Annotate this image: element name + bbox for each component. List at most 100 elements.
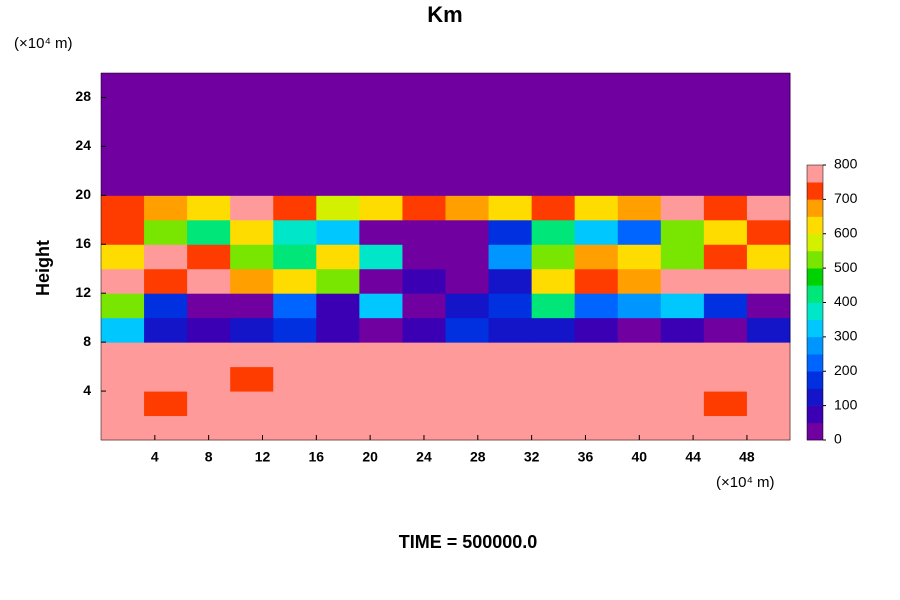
field-cell [144, 366, 188, 392]
field-cell [488, 342, 533, 368]
field-cell [359, 73, 403, 98]
field-cell [617, 366, 662, 392]
field-cell [574, 97, 619, 123]
field-cell [230, 146, 274, 172]
field-cell [230, 391, 274, 417]
field-cell [574, 195, 619, 221]
field-cell [746, 195, 791, 221]
field-cell [445, 73, 490, 98]
colorbar-tick-label: 600 [834, 224, 858, 240]
field-cell [660, 244, 705, 270]
field-cell [488, 268, 533, 294]
y-unit: (×10⁴ m) [14, 35, 73, 52]
field-cell [574, 293, 619, 319]
field-cell [230, 170, 274, 196]
field-cell [144, 268, 188, 294]
field-cell [703, 97, 748, 123]
colorbar-band [807, 371, 823, 389]
field-cell [703, 244, 748, 270]
field-cell [617, 244, 662, 270]
field-cell [703, 219, 748, 245]
field-cell [445, 366, 490, 392]
field-cell [316, 73, 360, 98]
field-cell [445, 268, 490, 294]
field-cell [402, 146, 446, 172]
field-cell [144, 219, 188, 245]
field-cell [230, 244, 274, 270]
field-cell [187, 97, 231, 123]
field-cell [660, 391, 705, 417]
x-tick-label: 44 [685, 449, 701, 465]
field-cell [660, 97, 705, 123]
field-cell [230, 317, 274, 343]
field-cell [144, 195, 188, 221]
field-cell [230, 73, 274, 98]
field-cell [402, 366, 446, 392]
colorbar-tick-label: 400 [834, 293, 858, 309]
field-cell [359, 415, 403, 441]
field-cell [316, 146, 360, 172]
colorbar-tick-label: 200 [834, 362, 858, 378]
field-cell [746, 244, 791, 270]
field-cell [660, 268, 705, 294]
field-cell [746, 121, 791, 147]
field-cell [531, 170, 576, 196]
field-cell [144, 170, 188, 196]
field-cell [445, 146, 490, 172]
field-cell [316, 342, 360, 368]
field-cell [445, 342, 490, 368]
field-cell [488, 97, 533, 123]
field-cell [531, 146, 576, 172]
field-cell [316, 317, 360, 343]
field-cell [273, 121, 317, 147]
field-cell [574, 415, 619, 441]
x-unit: (×10⁴ m) [716, 474, 775, 491]
field-cell [703, 391, 748, 417]
colorbar-band [807, 165, 823, 183]
x-tick-label: 12 [255, 449, 271, 465]
field-cell [273, 244, 317, 270]
field-cell [144, 73, 188, 98]
field-cell [660, 170, 705, 196]
field-cell [316, 121, 360, 147]
field-cell [746, 146, 791, 172]
field-cell [746, 366, 791, 392]
field-cell [531, 195, 576, 221]
field-cell [617, 121, 662, 147]
field-cell [617, 146, 662, 172]
field-cell [617, 170, 662, 196]
field-cell [187, 317, 231, 343]
field-cell [230, 366, 274, 392]
field-cell [703, 415, 748, 441]
time-label: TIME = 500000.0 [399, 532, 538, 552]
field-cell [488, 195, 533, 221]
field-cell [359, 366, 403, 392]
field-cell [703, 195, 748, 221]
field-cell [703, 293, 748, 319]
field-cell [703, 366, 748, 392]
field-cell [230, 97, 274, 123]
field-cell [101, 415, 145, 441]
field-cell [574, 366, 619, 392]
field-cell [359, 244, 403, 270]
field-cell [101, 293, 145, 319]
field-cell [273, 146, 317, 172]
field-cell [531, 244, 576, 270]
field-cell [187, 121, 231, 147]
field-cell [703, 73, 748, 98]
field-cell [574, 268, 619, 294]
colorbar-tick-label: 300 [834, 328, 858, 344]
y-tick-label: 28 [75, 88, 91, 104]
field-cell [187, 219, 231, 245]
field-cell [402, 73, 446, 98]
field-cell [746, 391, 791, 417]
field-cell [359, 97, 403, 123]
field-cell [230, 415, 274, 441]
field-cell [402, 342, 446, 368]
field-cell [445, 219, 490, 245]
field-cell [746, 219, 791, 245]
field-cell [488, 121, 533, 147]
field-cell [531, 268, 576, 294]
field-cell [273, 415, 317, 441]
field-cell [746, 293, 791, 319]
